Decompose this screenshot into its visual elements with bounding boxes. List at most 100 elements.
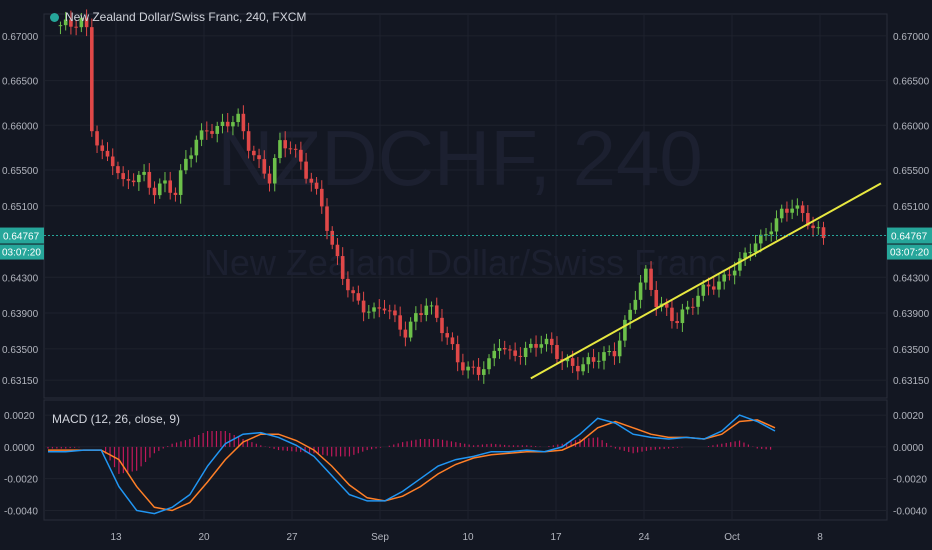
candle-body — [544, 338, 549, 345]
candle-body — [565, 358, 570, 362]
candle-body — [758, 234, 763, 244]
candle-body — [800, 205, 805, 214]
candle-body — [685, 306, 690, 310]
y-tick-right: 0.63900 — [893, 309, 930, 320]
candle-body — [649, 268, 653, 290]
x-tick: 17 — [550, 532, 562, 543]
candle-body — [696, 295, 700, 307]
countdown-right: 03:07:20 — [890, 248, 929, 259]
macd-y-tick-right: 0.0020 — [893, 411, 924, 422]
candle-body — [210, 131, 214, 134]
candle-body — [440, 317, 444, 334]
candle-body — [199, 130, 204, 140]
candle-body — [586, 357, 591, 365]
candle-body — [231, 122, 235, 127]
candle-body — [633, 299, 638, 310]
candle-body — [79, 17, 84, 28]
candle-body — [717, 281, 721, 290]
macd-y-tick-left: 0.0000 — [4, 443, 35, 454]
candle-body — [236, 113, 240, 123]
candle-body — [262, 159, 267, 174]
candle-body — [267, 173, 272, 184]
x-tick: Oct — [724, 532, 740, 543]
candle-body — [241, 113, 246, 132]
countdown-left: 03:07:20 — [2, 248, 41, 259]
x-tick: Sep — [371, 532, 389, 543]
candle-body — [346, 278, 350, 291]
candle-body — [654, 289, 659, 308]
chart-title: New Zealand Dollar/Swiss Franc, 240, FXC… — [50, 10, 306, 24]
candle-body — [304, 161, 308, 179]
candle-body — [806, 213, 810, 226]
candle-body — [351, 290, 355, 294]
candle-body — [738, 258, 742, 271]
candle-body — [63, 19, 68, 26]
candle-body — [466, 366, 470, 371]
candle-body — [549, 338, 554, 346]
candle-body — [785, 208, 789, 213]
candle-body — [293, 148, 298, 150]
candle-body — [163, 180, 167, 184]
candle-body — [272, 158, 277, 184]
candle-body — [706, 284, 711, 287]
candle-body — [461, 362, 465, 371]
candle-body — [377, 307, 382, 309]
candle-body — [664, 303, 669, 308]
candle-body — [529, 343, 533, 348]
y-tick-left: 0.66000 — [2, 121, 39, 132]
candle-body — [691, 306, 695, 308]
candle-body — [555, 345, 559, 360]
candle-body — [779, 208, 784, 219]
candle-body — [283, 140, 287, 149]
candle-body — [257, 155, 261, 160]
macd-line — [48, 414, 776, 515]
candle-body — [398, 315, 402, 330]
x-tick: 8 — [817, 532, 823, 543]
candle-body — [424, 305, 429, 316]
candle-body — [90, 27, 94, 132]
candle-body — [220, 121, 225, 126]
y-tick-right: 0.66000 — [893, 121, 930, 132]
y-tick-right: 0.65500 — [893, 166, 930, 177]
x-tick: 10 — [462, 532, 474, 543]
candle-body — [84, 17, 89, 28]
candle-body — [764, 234, 768, 236]
candle-body — [476, 366, 481, 375]
candle-body — [534, 343, 538, 348]
candle-body — [790, 208, 794, 213]
candle-body — [607, 351, 612, 353]
candle-body — [126, 179, 131, 181]
candle-body — [701, 284, 706, 296]
candle-body — [147, 171, 152, 188]
macd-y-tick-right: 0.0000 — [893, 443, 924, 454]
y-tick-right: 0.65100 — [893, 202, 930, 213]
candle-body — [325, 206, 329, 231]
candle-body — [419, 313, 423, 316]
candle-body — [246, 131, 251, 151]
candle-body — [288, 148, 293, 150]
candle-body — [753, 243, 758, 253]
candle-body — [821, 227, 826, 239]
candle-body — [372, 307, 376, 312]
candle-body — [581, 364, 585, 372]
last-price-badge-left — [0, 227, 44, 244]
candle-body — [675, 321, 679, 324]
candle-body — [278, 140, 282, 159]
candle-body — [602, 352, 606, 361]
candle-body — [299, 149, 303, 162]
candle-body — [58, 25, 63, 27]
candle-body — [816, 227, 821, 229]
candle-body — [644, 268, 648, 283]
candle-body — [795, 205, 800, 209]
candle-body — [539, 344, 544, 348]
trendline — [530, 182, 882, 380]
countdown-badge-left — [0, 244, 44, 260]
candle-body — [340, 256, 345, 279]
candle-body — [100, 145, 105, 151]
candle-body — [361, 300, 366, 313]
candle-body — [508, 349, 512, 351]
candle-body — [69, 19, 73, 27]
candle-body — [121, 173, 125, 180]
macd-signal-line — [48, 419, 776, 512]
